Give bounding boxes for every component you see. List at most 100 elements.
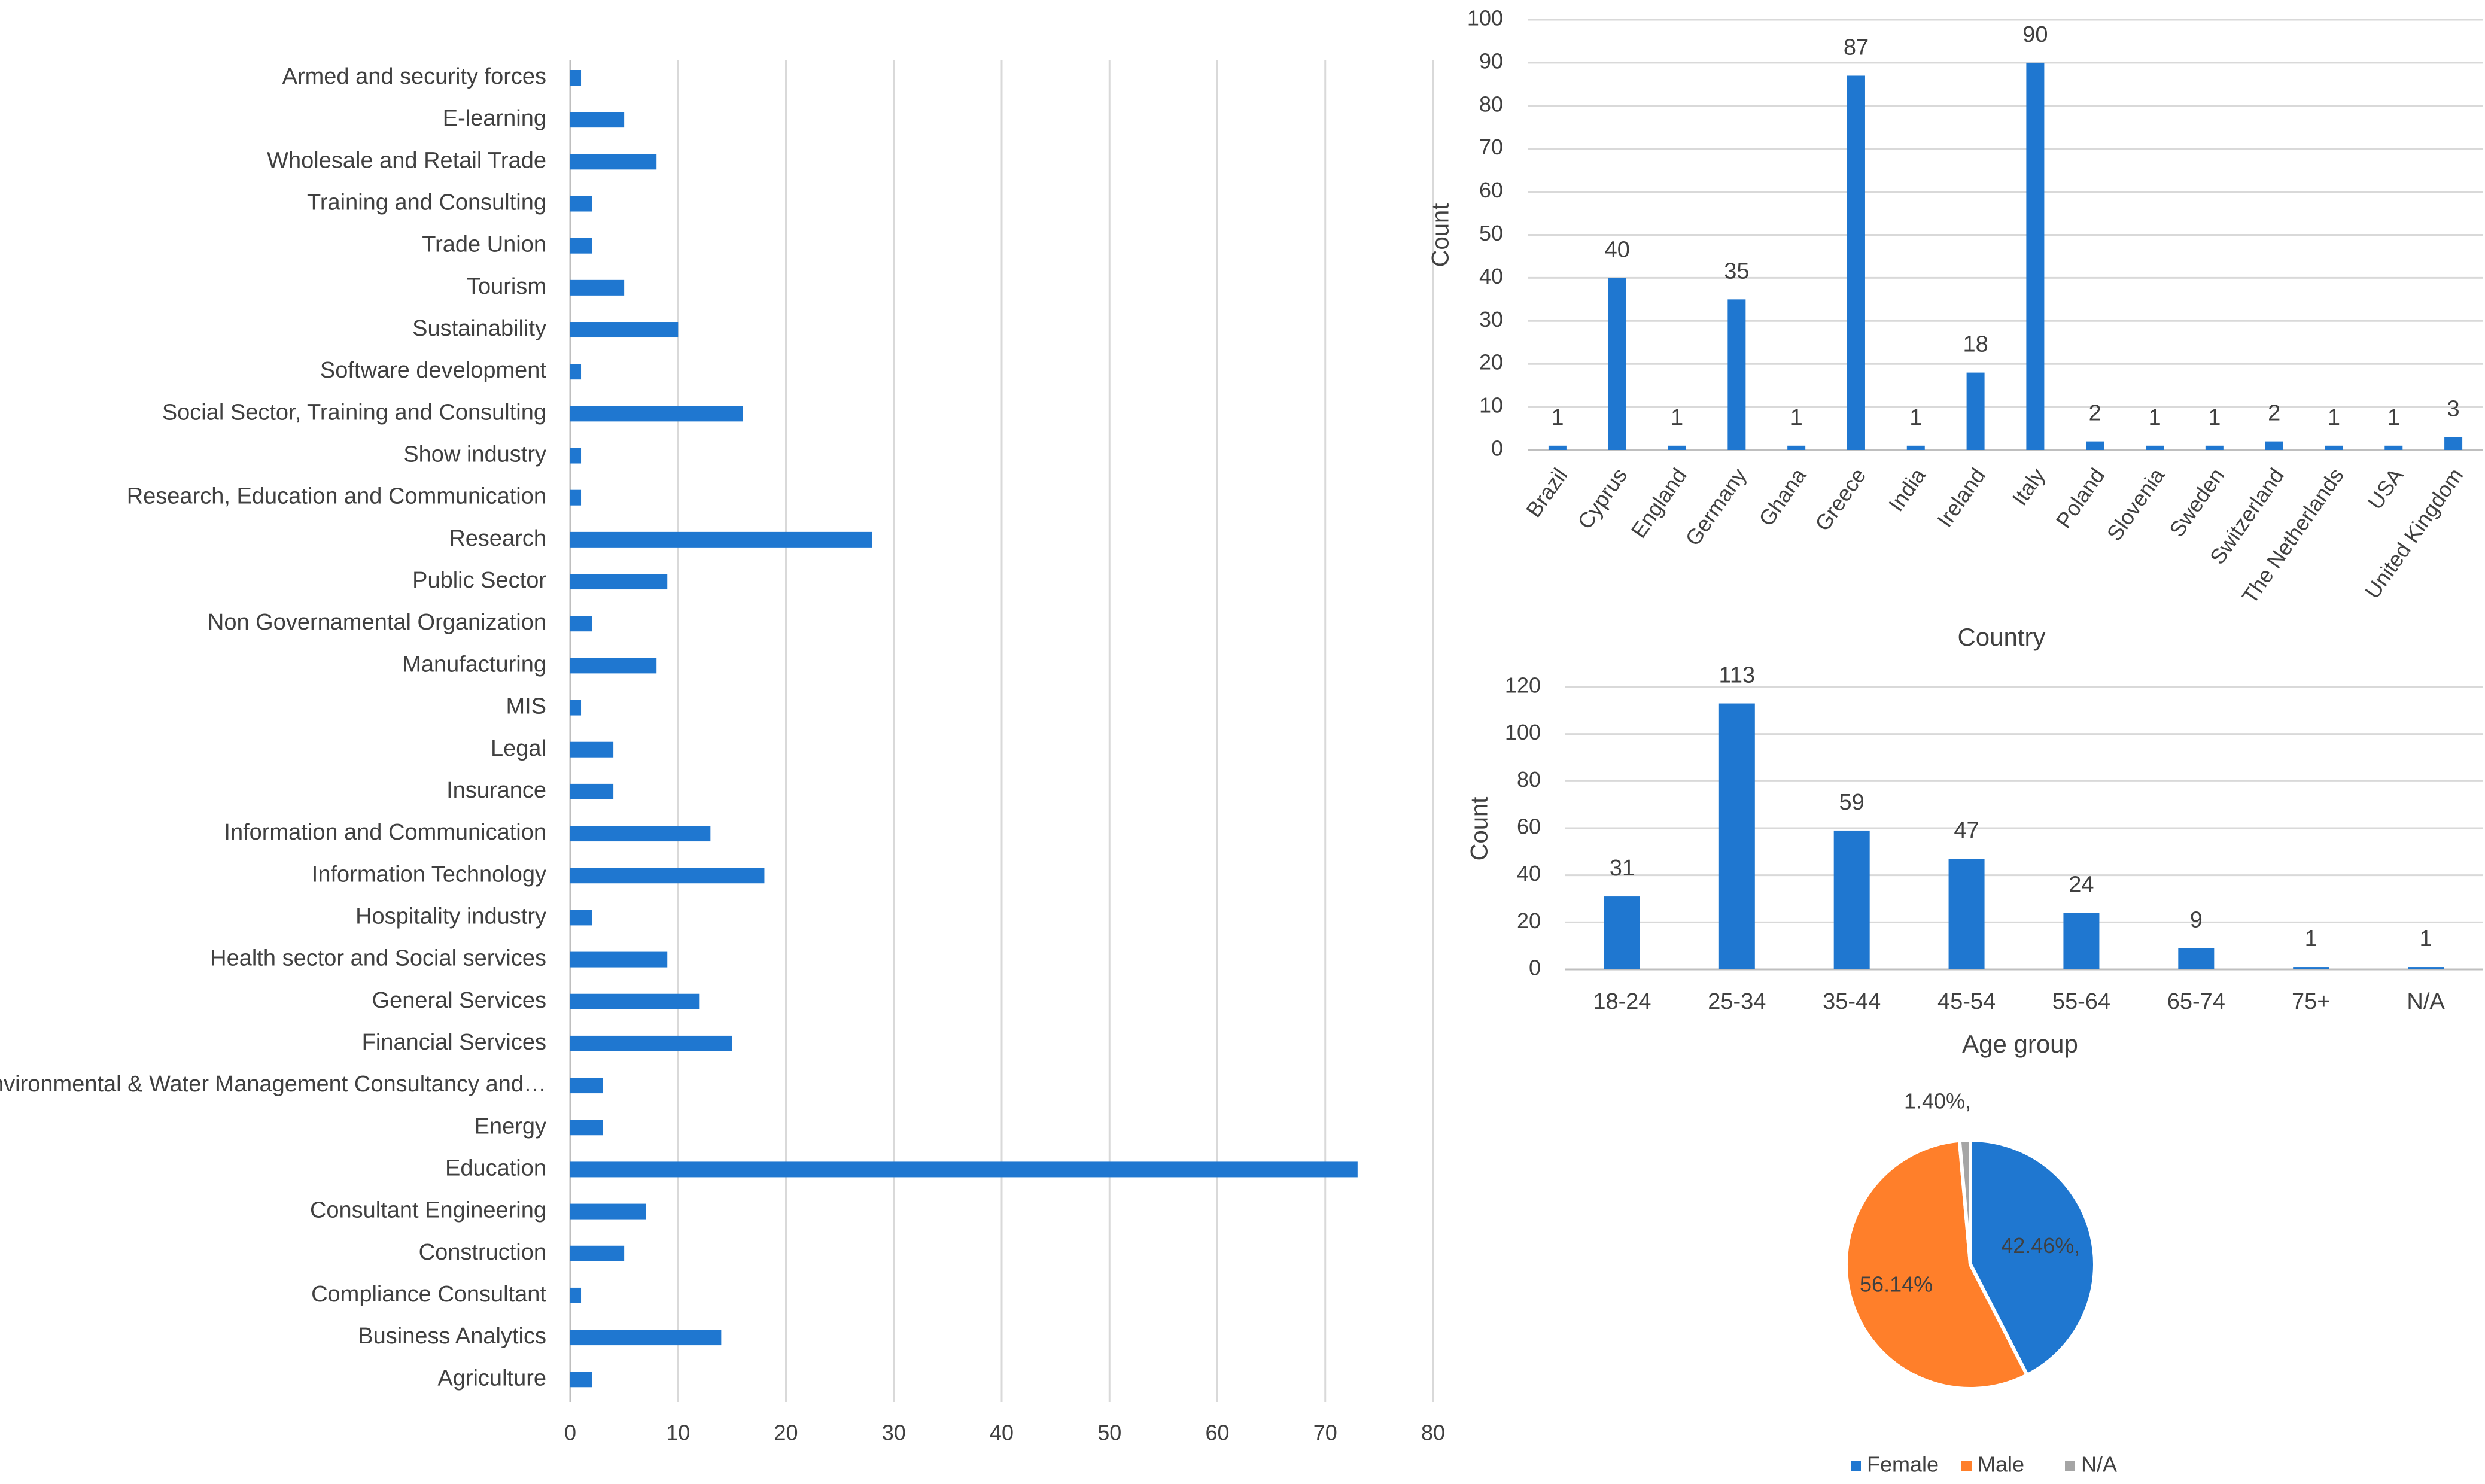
country-bar xyxy=(2384,445,2403,450)
age-y-tick-label: 100 xyxy=(1505,720,1541,744)
age-category-label: N/A xyxy=(2407,989,2445,1014)
sector-bar xyxy=(570,783,614,799)
country-category-label: Germany xyxy=(1680,464,1751,551)
country-data-label: 1 xyxy=(2148,405,2161,430)
sector-x-tick-label: 80 xyxy=(1421,1421,1445,1445)
sector-category-label: Show industry xyxy=(403,442,546,467)
age-data-label: 31 xyxy=(1610,856,1635,881)
age-group-bar-chart: 0 20 40 60 80 100 120 Count Age group 31 18-24 113 2… xyxy=(1467,663,2483,1058)
sector-bar xyxy=(570,1245,625,1261)
country-bar xyxy=(2146,445,2164,450)
age-data-label: 1 xyxy=(2419,926,2432,951)
country-bar xyxy=(1847,75,1865,451)
age-category-label: 65-74 xyxy=(2167,989,2225,1014)
country-category-label: Sweden xyxy=(2164,464,2229,542)
legend-swatch-male xyxy=(1961,1461,1972,1471)
country-bar xyxy=(1668,445,1686,450)
country-category-label: England xyxy=(1626,464,1692,543)
country-bar xyxy=(1727,299,1746,450)
sector-bar xyxy=(570,574,668,590)
sector-category-label: Hospitality industry xyxy=(355,904,546,929)
country-data-label: 1 xyxy=(2208,405,2221,430)
country-data-label: 2 xyxy=(2089,401,2101,426)
sector-category-label: Research, Education and Communication xyxy=(127,484,546,509)
sector-bar xyxy=(570,826,711,842)
sector-bar xyxy=(570,279,625,296)
country-category-label: Ghana xyxy=(1754,463,1811,531)
sector-category-label: Social Sector, Training and Consulting xyxy=(162,400,546,425)
sector-x-tick-label: 0 xyxy=(564,1421,576,1445)
country-data-label: 1 xyxy=(1909,405,1922,430)
country-category-label: Ireland xyxy=(1932,464,1990,532)
sector-category-label: Information Technology xyxy=(312,862,546,887)
country-category-label: Poland xyxy=(2051,464,2110,533)
country-bar xyxy=(2026,62,2045,450)
sector-category-label: Training and Consulting xyxy=(307,190,546,215)
sector-bar xyxy=(570,868,765,884)
sector-bar xyxy=(570,1330,722,1346)
age-data-label: 113 xyxy=(1719,663,1756,688)
age-x-axis-title: Age group xyxy=(1962,1030,2078,1058)
sector-bar xyxy=(570,658,657,674)
sector-bar xyxy=(570,951,668,968)
sector-bar xyxy=(570,531,872,548)
country-category-label: USA xyxy=(2363,464,2408,514)
sector-bar xyxy=(570,993,700,1009)
sector-category-label: Wholesale and Retail Trade xyxy=(267,148,546,173)
sector-category-label: Environmental & Water Management Consult… xyxy=(0,1072,546,1097)
sector-category-label: Trade Union xyxy=(422,232,546,257)
sector-category-label: Construction xyxy=(419,1240,546,1265)
sector-category-label: Public Sector xyxy=(412,568,546,593)
age-category-label: 75+ xyxy=(2292,989,2330,1014)
gender-pie-chart: 42.46%, 56.14% 1.40%, Female Male N/A xyxy=(1844,1089,2117,1477)
sector-bar xyxy=(570,1078,603,1094)
sector-category-label: Tourism xyxy=(467,274,546,299)
country-data-label: 1 xyxy=(1551,405,1564,430)
sector-category-label: Armed and security forces xyxy=(282,64,546,89)
country-data-label: 3 xyxy=(2447,396,2460,421)
sector-category-label: Energy xyxy=(475,1114,546,1139)
age-data-label: 1 xyxy=(2305,926,2317,951)
sector-bar xyxy=(570,1287,582,1303)
sector-category-label: General Services xyxy=(372,988,546,1013)
age-bar xyxy=(2408,967,2444,969)
age-category-label: 55-64 xyxy=(2052,989,2110,1014)
sector-category-label: Research xyxy=(449,526,546,551)
legend-swatch-female xyxy=(1851,1461,1861,1471)
pie-data-label: 56.14% xyxy=(1860,1272,1933,1296)
country-category-label: India xyxy=(1884,463,1931,516)
age-bar xyxy=(2063,913,2100,969)
sector-category-label: Business Analytics xyxy=(358,1324,546,1349)
sector-category-label: Non Governamental Organization xyxy=(208,610,546,635)
country-bar xyxy=(1787,445,1806,450)
country-data-label: 90 xyxy=(2022,22,2048,47)
sector-bar xyxy=(570,1161,1358,1178)
sector-bar xyxy=(570,910,592,926)
country-category-label: Brazil xyxy=(1521,464,1572,522)
country-y-tick-label: 40 xyxy=(1479,264,1503,288)
sector-category-label: Sustainability xyxy=(412,316,546,341)
country-y-tick-label: 0 xyxy=(1491,436,1503,461)
legend-label: N/A xyxy=(2081,1452,2117,1477)
country-data-label: 1 xyxy=(1671,405,1683,430)
sector-category-label: MIS xyxy=(506,694,546,719)
country-y-tick-label: 60 xyxy=(1479,178,1503,202)
country-data-label: 40 xyxy=(1605,237,1630,262)
sector-x-tick-label: 20 xyxy=(774,1421,798,1445)
sector-bar xyxy=(570,70,582,86)
age-y-tick-label: 80 xyxy=(1517,767,1541,792)
sector-bar xyxy=(570,154,657,170)
sector-bar xyxy=(570,616,592,632)
country-bar xyxy=(2086,441,2104,450)
country-data-label: 35 xyxy=(1724,259,1749,284)
country-bar xyxy=(2265,441,2283,450)
age-bar xyxy=(2293,967,2329,969)
age-data-label: 24 xyxy=(2069,872,2094,898)
country-bar xyxy=(2444,437,2463,450)
sector-bar xyxy=(570,1035,732,1051)
age-y-tick-label: 40 xyxy=(1517,861,1541,886)
country-bar xyxy=(1608,278,1626,450)
age-category-label: 25-34 xyxy=(1708,989,1766,1014)
sector-category-label: Financial Services xyxy=(362,1030,546,1055)
